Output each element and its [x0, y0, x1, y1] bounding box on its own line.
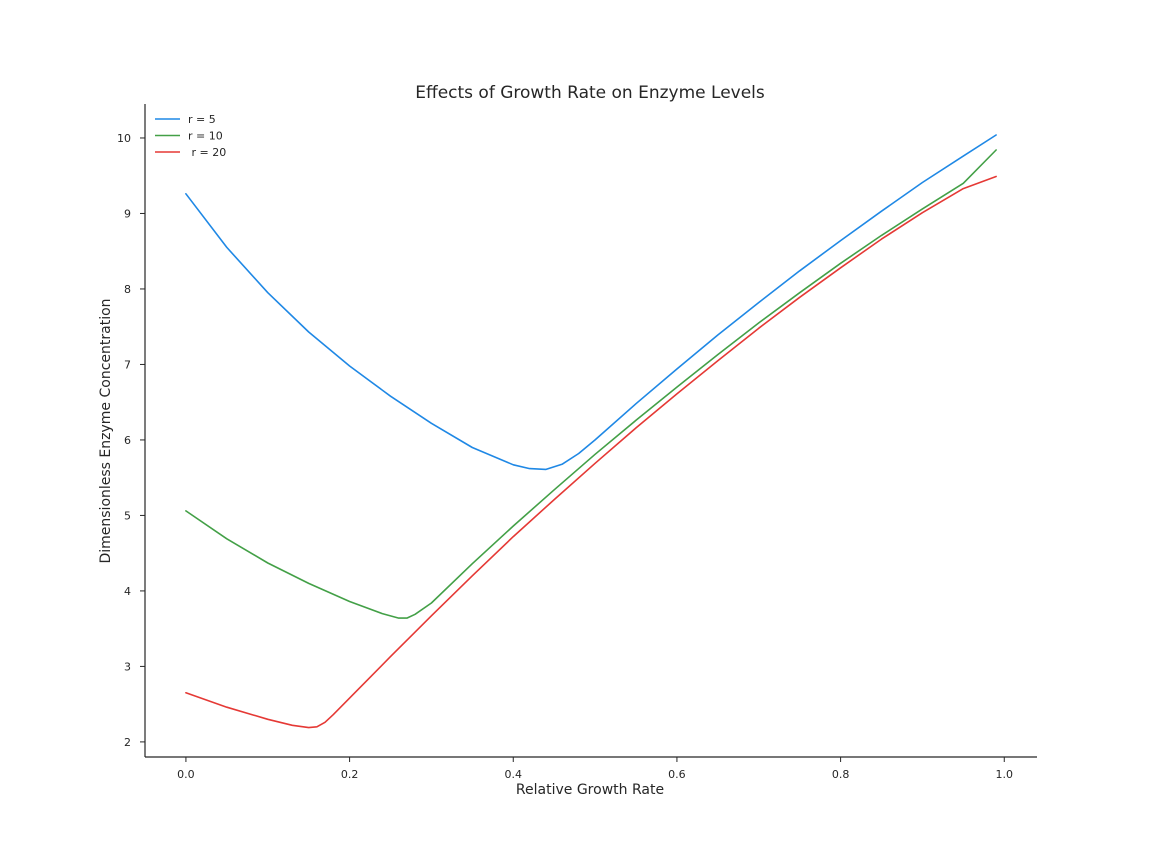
x-tick-label: 0.6 [668, 768, 686, 781]
legend-label-1: r = 5 [188, 113, 216, 126]
series-line-2 [185, 149, 997, 619]
x-tick-label: 0.0 [177, 768, 195, 781]
series-line-1 [185, 134, 997, 471]
y-tick-label: 10 [117, 132, 131, 145]
y-axis-label: Dimensionless Enzyme Concentration [98, 298, 114, 563]
legend: r = 5 r = 10 r = 20 [155, 113, 226, 159]
y-tick-label: 7 [124, 358, 131, 371]
y-tick-label: 2 [124, 736, 131, 749]
series-line-3 [185, 175, 997, 729]
x-tick-label: 0.8 [832, 768, 850, 781]
x-tick-label: 0.2 [341, 768, 359, 781]
y-tick-label: 6 [124, 434, 131, 447]
series-group [185, 134, 997, 729]
x-axis-label: Relative Growth Rate [516, 782, 664, 798]
y-tick-label: 5 [124, 509, 131, 522]
x-tick-label: 0.4 [505, 768, 523, 781]
y-tick-label: 3 [124, 660, 131, 673]
x-tick-label: 1.0 [996, 768, 1014, 781]
legend-label-3: r = 20 [188, 146, 226, 159]
y-tick-label: 4 [124, 585, 131, 598]
y-tick-label: 8 [124, 283, 131, 296]
axes: 0.0 0.2 0.4 0.6 0.8 1.0 2 3 4 5 6 7 8 9 10 [117, 104, 1037, 781]
y-tick-label: 9 [124, 207, 131, 220]
legend-label-2: r = 10 [188, 130, 223, 143]
chart-title: Effects of Growth Rate on Enzyme Levels [415, 83, 765, 103]
